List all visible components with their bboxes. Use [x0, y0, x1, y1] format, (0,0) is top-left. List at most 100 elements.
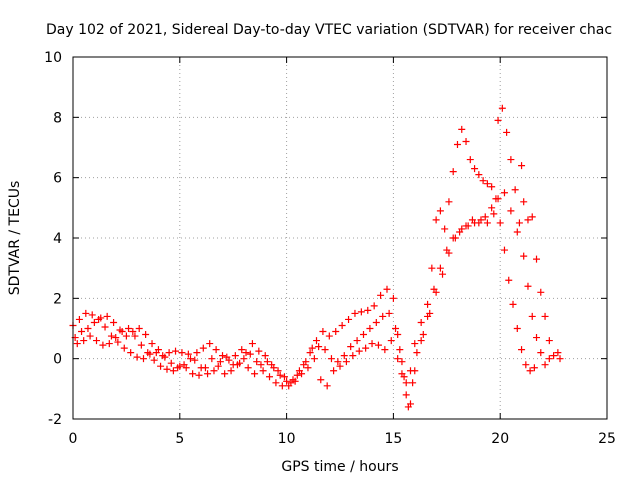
data-point — [507, 207, 515, 215]
data-point — [349, 352, 357, 360]
data-point — [340, 352, 348, 360]
data-point — [488, 204, 496, 212]
y-tick-label: 4 — [53, 231, 62, 247]
data-point — [118, 328, 126, 336]
data-point — [246, 350, 254, 358]
data-point — [468, 216, 476, 224]
x-tick-label: 10 — [278, 431, 296, 447]
data-point — [436, 264, 444, 272]
data-point — [370, 302, 378, 310]
data-point — [509, 300, 517, 308]
data-point — [503, 128, 511, 136]
data-point — [513, 228, 521, 236]
data-point — [195, 371, 203, 379]
data-point — [377, 291, 385, 299]
data-point — [323, 382, 331, 390]
data-point — [520, 252, 528, 260]
data-point — [398, 358, 406, 366]
data-point — [507, 156, 515, 164]
data-point — [78, 328, 86, 336]
data-point — [129, 328, 137, 336]
data-point — [206, 340, 214, 348]
data-point — [336, 362, 344, 370]
y-tick-label: -2 — [48, 412, 62, 428]
data-point — [227, 367, 235, 375]
data-point — [449, 234, 457, 242]
data-point — [189, 370, 197, 378]
x-tick-label: 15 — [384, 431, 402, 447]
data-point — [274, 367, 282, 375]
data-point — [283, 377, 291, 385]
data-point — [357, 308, 365, 316]
data-point — [248, 340, 256, 348]
data-point — [304, 364, 312, 372]
data-point — [389, 294, 397, 302]
data-point — [490, 210, 498, 218]
data-point — [208, 355, 216, 363]
data-point — [522, 361, 530, 369]
data-point — [261, 352, 269, 360]
data-point — [325, 332, 333, 340]
data-point — [417, 337, 425, 345]
data-point — [505, 276, 513, 284]
data-point — [432, 216, 440, 224]
data-point — [86, 332, 94, 340]
data-point — [240, 355, 248, 363]
data-point — [533, 255, 541, 263]
data-point — [201, 364, 209, 372]
data-point — [475, 219, 483, 227]
data-point — [338, 321, 346, 329]
data-point — [483, 219, 491, 227]
data-point — [210, 367, 218, 375]
data-point — [144, 349, 152, 357]
data-point — [321, 346, 329, 354]
data-point — [445, 198, 453, 206]
data-point — [366, 325, 374, 332]
data-point — [479, 177, 487, 185]
data-point — [293, 371, 301, 379]
data-point — [133, 353, 141, 361]
data-point — [231, 352, 239, 360]
data-point — [107, 332, 115, 340]
data-point — [496, 219, 504, 227]
data-point — [498, 104, 506, 112]
data-point — [263, 358, 271, 366]
data-point — [163, 365, 171, 373]
chart-title: Day 102 of 2021, Sidereal Day-to-day VTE… — [46, 22, 612, 38]
data-point — [238, 346, 246, 354]
data-point — [161, 353, 169, 361]
data-point — [139, 355, 147, 363]
data-point — [550, 352, 558, 360]
data-point — [99, 341, 107, 349]
data-point — [409, 379, 417, 387]
data-point — [355, 347, 363, 355]
y-axis-label: SDTVAR / TECUs — [7, 181, 23, 296]
data-point — [524, 216, 532, 224]
data-point — [204, 370, 212, 378]
data-point — [411, 367, 419, 375]
data-point — [259, 367, 267, 375]
data-point — [402, 379, 410, 387]
data-point — [554, 349, 562, 357]
data-point — [494, 116, 502, 124]
data-point — [137, 341, 145, 349]
data-point — [526, 367, 534, 375]
data-point — [443, 246, 451, 254]
data-point — [528, 312, 536, 320]
data-point — [182, 364, 190, 372]
data-point — [359, 331, 367, 339]
data-point — [402, 391, 410, 399]
x-tick-label: 5 — [175, 431, 184, 447]
data-point — [154, 346, 162, 354]
data-point — [411, 340, 419, 348]
data-point — [199, 344, 207, 352]
y-tick-label: 0 — [53, 352, 62, 368]
data-point — [142, 331, 150, 339]
data-point — [178, 349, 186, 357]
data-point — [413, 349, 421, 357]
data-point — [500, 189, 508, 197]
axis-ticks: 0 5 10 15 20 25 -2 0 2 4 6 8 10 — [44, 50, 616, 447]
data-point — [285, 382, 293, 390]
data-point — [556, 355, 564, 363]
